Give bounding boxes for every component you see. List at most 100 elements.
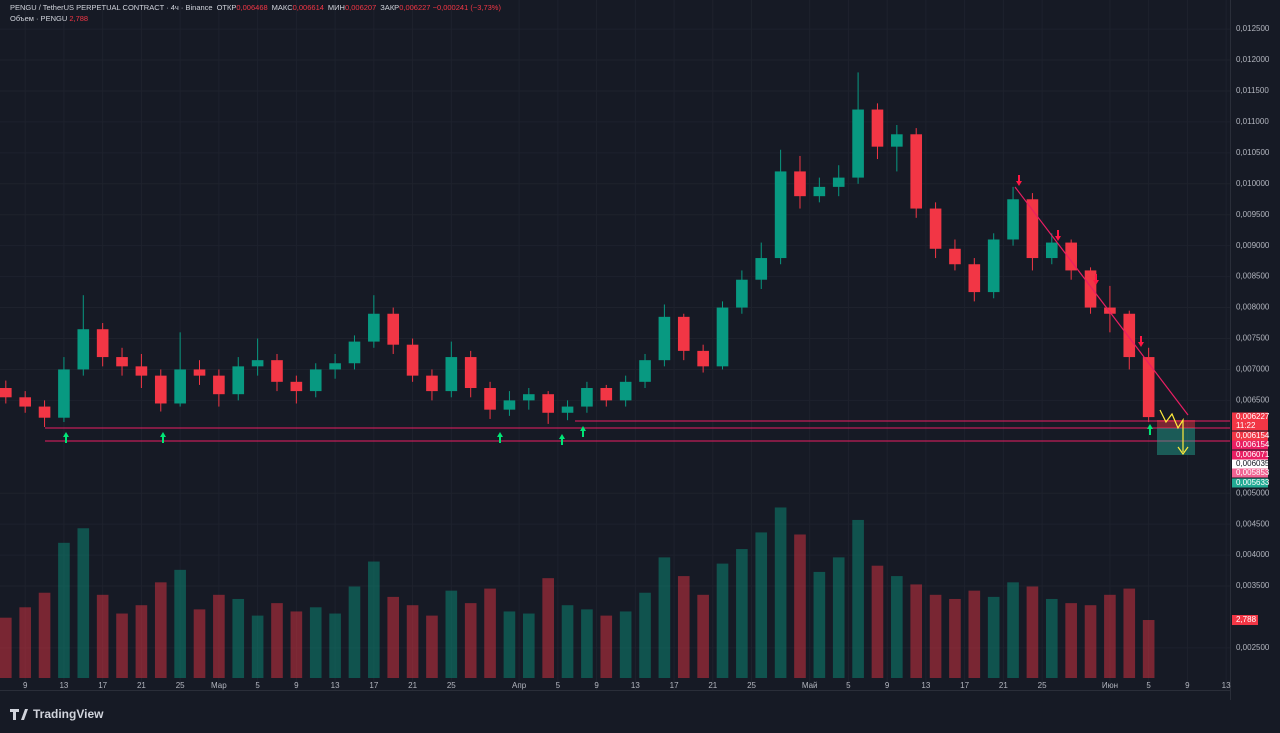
- candle-body: [290, 381, 303, 392]
- price-label: 0,005853: [1236, 468, 1270, 477]
- candle-body: [794, 171, 806, 197]
- volume-bar: [445, 590, 458, 678]
- volume-bar: [484, 588, 496, 678]
- candle-body: [1104, 307, 1116, 314]
- y-tick-label: 0,003500: [1236, 581, 1270, 590]
- candle-body: [309, 369, 322, 392]
- position-target: [1157, 428, 1195, 455]
- symbol: PENGU / TetherUS PERPETUAL CONTRACT · 4ч…: [10, 3, 213, 12]
- candle-body: [77, 329, 90, 370]
- volume-bar: [348, 586, 361, 678]
- volume-bar: [0, 617, 12, 678]
- candle-body: [581, 388, 593, 407]
- x-tick-label: 5: [255, 681, 260, 690]
- volume-bar: [406, 605, 419, 678]
- x-tick-label: 25: [447, 681, 456, 690]
- down-arrows: [1016, 175, 1144, 347]
- volume-bar: [251, 615, 264, 678]
- price-label: 0,006035: [1236, 459, 1270, 468]
- volume-bar: [929, 594, 942, 678]
- candle-body: [154, 375, 167, 404]
- volume-bar: [832, 557, 845, 678]
- ohlc-label: ОТКР: [217, 3, 237, 12]
- candle-body: [852, 109, 864, 178]
- x-tick-label: 13: [331, 681, 340, 690]
- candle-body: [174, 369, 186, 404]
- candle-body: [600, 388, 613, 401]
- ohlc-value: 0,006614: [293, 3, 324, 12]
- volume-legend: Объем · PENGU 2,788: [10, 14, 88, 23]
- x-tick-label: Июн: [1102, 681, 1118, 690]
- candle-body: [348, 341, 361, 364]
- footer: TradingView: [0, 700, 1280, 728]
- volume-bar: [290, 611, 303, 678]
- candle-body: [1026, 199, 1039, 259]
- candle-body: [464, 357, 477, 389]
- volume-bar: [116, 613, 128, 678]
- y-tick-label: 0,004500: [1236, 519, 1270, 528]
- y-tick-label: 0,011500: [1236, 86, 1269, 95]
- volume-bar: [271, 603, 283, 678]
- volume-bar: [794, 534, 806, 678]
- candle-body: [677, 316, 690, 351]
- y-tick-label: 0,007000: [1236, 365, 1270, 374]
- volume-bar: [193, 609, 206, 678]
- up-arrow: [63, 432, 69, 443]
- volume-bar: [581, 609, 593, 678]
- candle-body: [949, 248, 961, 265]
- candle-body: [193, 369, 206, 376]
- price-label-box: [1232, 412, 1268, 422]
- y-tick-label: 0,002500: [1236, 643, 1270, 652]
- volume-bar: [1104, 594, 1116, 678]
- forecast-arrow: [1177, 446, 1189, 456]
- y-tick-label: 0,007500: [1236, 334, 1270, 343]
- price-label-box: [1232, 440, 1268, 450]
- candle-body: [1065, 242, 1077, 271]
- x-tick-label: 5: [556, 681, 561, 690]
- volume-bar: [154, 582, 167, 678]
- y-tick-label: 0,008000: [1236, 303, 1270, 312]
- volume-bar: [813, 571, 826, 678]
- candle-body: [1123, 313, 1136, 358]
- ohlc-label: ЗАКР: [380, 3, 399, 12]
- volume-bar: [1084, 605, 1097, 678]
- candle-body: [639, 360, 651, 382]
- candle-body: [329, 363, 341, 370]
- candle-body: [697, 350, 709, 367]
- candle-body: [658, 316, 671, 361]
- x-tick-label: Май: [802, 681, 818, 690]
- candle-body: [368, 313, 380, 342]
- candle-body: [251, 360, 264, 367]
- candle-body: [1045, 242, 1058, 259]
- x-tick-label: 13: [1222, 681, 1231, 690]
- x-tick-label: 21: [999, 681, 1008, 690]
- candle-body: [522, 394, 535, 401]
- up-arrow: [580, 426, 586, 437]
- x-tick-label: 25: [747, 681, 756, 690]
- candle-body: [135, 366, 148, 376]
- volume-bar: [852, 519, 864, 678]
- candle-body: [116, 357, 128, 367]
- x-tick-label: 21: [137, 681, 146, 690]
- logo-mark: [10, 709, 28, 720]
- up-arrow: [1147, 424, 1153, 435]
- y-tick-label: 0,006500: [1236, 395, 1270, 404]
- x-tick-label: Апр: [512, 681, 527, 690]
- price-label-box: [1232, 478, 1268, 488]
- candle-body: [1084, 270, 1097, 308]
- y-tick-label: 0,004000: [1236, 550, 1270, 559]
- ohlc-value: 0,006207: [345, 3, 376, 12]
- y-tick-label: 0,010500: [1236, 148, 1270, 157]
- x-tick-label: 9: [594, 681, 599, 690]
- ohlc-label: МАКС: [272, 3, 294, 12]
- volume-label: 2,788: [1236, 615, 1257, 624]
- volume-bar: [639, 592, 651, 678]
- candle-body: [0, 388, 12, 398]
- trend-line: [1014, 186, 1189, 416]
- price-label-box: [1232, 431, 1268, 441]
- price-label-box: [1232, 421, 1268, 431]
- volume-bar: [774, 507, 787, 678]
- volume-bar: [1123, 588, 1136, 678]
- x-tick-label: 13: [921, 681, 930, 690]
- y-tick-label: 0,008500: [1236, 272, 1270, 281]
